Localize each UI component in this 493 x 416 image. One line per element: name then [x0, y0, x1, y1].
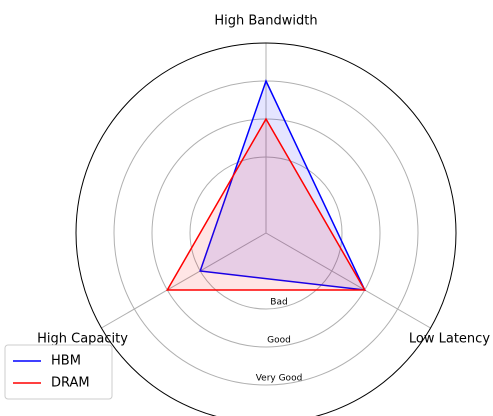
- r-tick-label: Bad: [270, 298, 287, 308]
- legend-label: HBM: [51, 354, 81, 369]
- axis-label: High Capacity: [37, 331, 128, 346]
- legend-frame: [4, 344, 113, 400]
- axis-label: High Bandwidth: [214, 14, 317, 29]
- spoke: [101, 232, 267, 329]
- r-tick-label: Very Good: [256, 374, 303, 384]
- legend-label: DRAM: [51, 376, 90, 391]
- r-tick-label: Good: [267, 336, 291, 346]
- axis-label: Low Latency: [409, 331, 490, 346]
- outer-frame: [75, 42, 457, 416]
- spoke: [265, 232, 431, 329]
- series-area: [165, 117, 367, 291]
- legend: HBM DRAM: [4, 344, 113, 400]
